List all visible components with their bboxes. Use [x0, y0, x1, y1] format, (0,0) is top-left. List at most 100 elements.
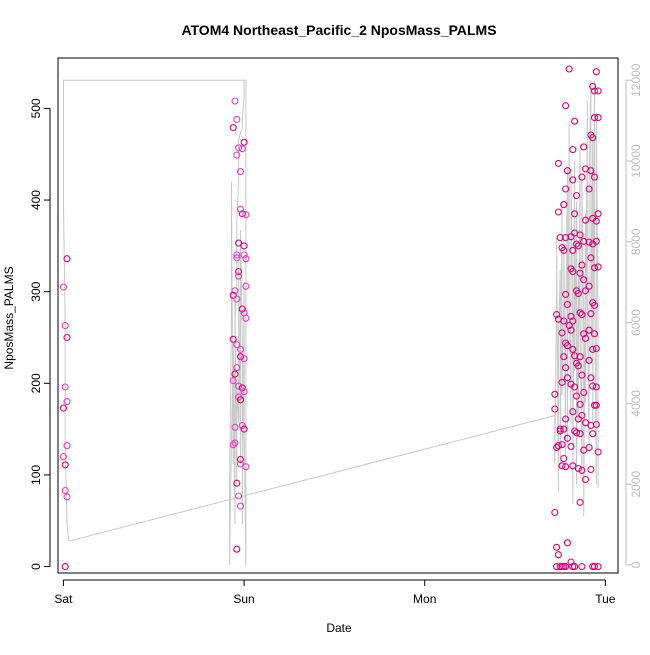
- data-point: [235, 144, 243, 152]
- series-line-connector: [70, 415, 555, 542]
- data-point: [594, 87, 602, 95]
- y-tick-label: 400: [29, 190, 43, 210]
- data-point: [242, 282, 250, 290]
- data-point: [563, 342, 571, 350]
- data-point: [235, 382, 243, 390]
- data-point: [560, 454, 568, 463]
- data-point: [578, 411, 586, 419]
- data-point: [571, 383, 579, 391]
- data-point: [240, 242, 248, 250]
- data-point: [563, 539, 571, 547]
- data-point: [558, 462, 566, 470]
- data-point: [580, 388, 588, 397]
- data-point: [229, 291, 237, 299]
- data-point: [560, 201, 568, 209]
- data-point: [235, 239, 243, 247]
- y-tick-label: 300: [29, 281, 43, 301]
- data-point: [236, 455, 245, 463]
- data-point: [569, 146, 577, 154]
- data-point: [236, 460, 245, 468]
- data-point: [572, 191, 581, 200]
- data-point: [576, 269, 584, 277]
- data-point: [578, 261, 586, 269]
- data-point: [229, 335, 237, 343]
- data-point: [590, 301, 599, 309]
- data-point: [567, 558, 575, 566]
- data-point: [558, 378, 566, 386]
- data-points: [59, 65, 602, 571]
- data-point: [589, 430, 597, 438]
- data-point: [556, 425, 564, 433]
- data-point: [562, 102, 570, 110]
- data-point: [236, 396, 245, 404]
- data-point: [589, 382, 597, 390]
- data-point: [592, 344, 600, 353]
- data-point: [560, 317, 568, 325]
- data-point: [63, 398, 71, 406]
- data-point: [236, 502, 245, 510]
- data-point: [59, 283, 67, 291]
- data-point: [572, 429, 581, 437]
- data-point: [554, 208, 562, 216]
- y-tick-label: 200: [29, 373, 43, 393]
- data-point: [560, 246, 568, 254]
- data-point: [572, 240, 581, 248]
- data-point: [558, 329, 566, 337]
- data-point: [551, 390, 559, 398]
- data-point: [231, 287, 239, 295]
- chart-title: ATOM4 Northeast_Pacific_2 NposMass_PALMS: [181, 22, 496, 38]
- data-point: [569, 176, 577, 184]
- data-point: [565, 65, 573, 73]
- data-point: [562, 290, 570, 298]
- data-point: [554, 159, 562, 167]
- data-point: [594, 563, 602, 571]
- data-point: [569, 246, 577, 254]
- data-point: [229, 124, 237, 132]
- data-point: [554, 442, 562, 450]
- y2-tick-label: 8000: [629, 228, 643, 255]
- data-point: [592, 401, 600, 409]
- data-point: [585, 443, 593, 452]
- data-point: [560, 425, 568, 433]
- data-point: [563, 167, 571, 175]
- data-point: [569, 408, 577, 416]
- data-point: [565, 322, 573, 330]
- data-point: [61, 322, 69, 330]
- data-point: [576, 430, 584, 438]
- data-point: [569, 267, 577, 276]
- data-point: [235, 492, 243, 500]
- data-point: [238, 145, 246, 153]
- data-point: [553, 563, 561, 571]
- data-point: [236, 353, 245, 361]
- data-point: [233, 341, 241, 349]
- data-point: [240, 251, 248, 259]
- data-point: [233, 254, 241, 262]
- data-point: [585, 282, 593, 290]
- data-point: [576, 231, 584, 239]
- data-point: [238, 384, 246, 392]
- data-point: [236, 345, 245, 353]
- data-point: [580, 446, 588, 454]
- data-point: [233, 151, 241, 159]
- plot-frame: [57, 57, 619, 574]
- data-point: [553, 311, 561, 319]
- y-axis-label: NposMass_PALMS: [2, 266, 16, 369]
- data-point: [590, 330, 599, 338]
- data-point: [585, 356, 593, 364]
- data-point: [585, 238, 593, 246]
- x-tick-label: Sun: [233, 592, 254, 606]
- data-point: [592, 383, 600, 391]
- data-point: [578, 311, 586, 319]
- data-point: [242, 255, 250, 263]
- data-point: [242, 314, 250, 322]
- data-point: [578, 563, 586, 571]
- data-point: [238, 305, 246, 313]
- data-point: [240, 138, 248, 146]
- data-point: [585, 185, 593, 193]
- data-point: [569, 462, 577, 470]
- data-point: [581, 287, 590, 295]
- data-point: [61, 461, 69, 469]
- data-point: [563, 374, 571, 382]
- data-point: [61, 486, 69, 495]
